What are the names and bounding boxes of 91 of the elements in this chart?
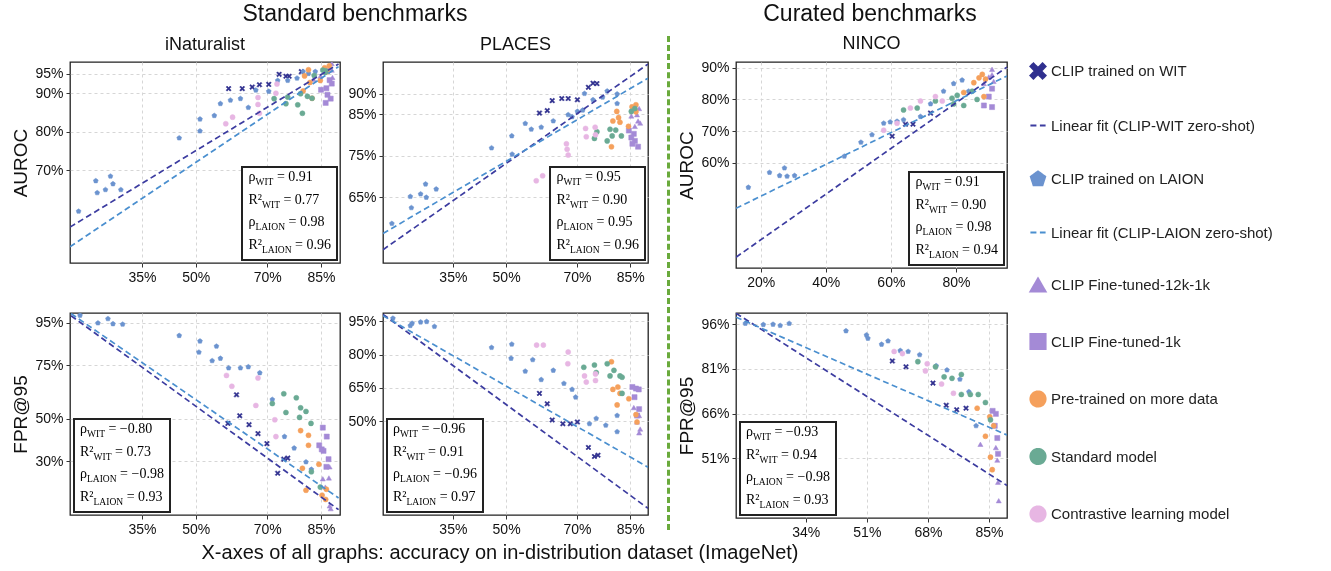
legend-label: CLIP trained on WIT xyxy=(1051,62,1187,79)
x-tick-label: 50% xyxy=(492,520,521,537)
annotation: ρ$_{LAION}$ = 0.95 xyxy=(556,213,634,235)
x-tick-label: 60% xyxy=(877,273,906,290)
x-tick-label: 50% xyxy=(182,520,211,537)
x-tick-label: 35% xyxy=(128,268,157,285)
text: Standard benchmarks xyxy=(242,0,468,27)
y-axis-title: AUROC xyxy=(10,128,32,198)
x-tick-label: 80% xyxy=(942,273,971,290)
y-tick-label: 30% xyxy=(35,452,64,469)
annotation: R²$_{LAION}$ = 0.96 xyxy=(556,236,639,257)
annotation: ρ$_{LAION}$ = 0.98 xyxy=(915,218,993,240)
annotation: ρ$_{WIT}$ = 0.91 xyxy=(915,172,981,194)
x-tick-label: 85% xyxy=(307,520,336,537)
annotation: ρ$_{LAION}$ = −0.98 xyxy=(80,465,164,487)
x-tick-label: 35% xyxy=(439,268,468,285)
y-tick-label: 96% xyxy=(701,315,730,332)
y-tick-label: 90% xyxy=(35,84,64,101)
annotation: ρ$_{LAION}$ = −0.96 xyxy=(393,465,477,487)
y-tick-label: 85% xyxy=(348,105,377,122)
annotation: R²$_{LAION}$ = 0.93 xyxy=(746,491,830,512)
y-tick-label: 75% xyxy=(348,147,377,164)
annotation: R²$_{LAION}$ = 0.94 xyxy=(915,241,998,262)
y-tick-label: 65% xyxy=(348,188,377,205)
annotation: ρ$_{LAION}$ = 0.98 xyxy=(248,213,326,235)
annotation: R²$_{WIT}$ = 0.90 xyxy=(556,190,629,212)
y-tick-label: 60% xyxy=(701,154,730,171)
annotation: ρ$_{WIT}$ = −0.80 xyxy=(80,419,154,441)
legend-label: Linear fit (CLIP-WIT zero-shot) xyxy=(1051,116,1255,134)
y-tick-label: 95% xyxy=(35,314,64,331)
annotation: R²$_{WIT}$ = 0.73 xyxy=(80,442,152,464)
y-tick-label: 50% xyxy=(348,412,377,429)
annotation: ρ$_{WIT}$ = 0.95 xyxy=(556,167,622,189)
x-tick-label: 85% xyxy=(975,523,1004,540)
x-tick-label: 35% xyxy=(439,520,468,537)
annotation: R²$_{WIT}$ = 0.77 xyxy=(248,190,321,212)
y-tick-label: 80% xyxy=(348,346,377,363)
x-tick-label: 85% xyxy=(616,268,645,285)
y-tick-label: 51% xyxy=(701,449,730,466)
y-tick-label: 66% xyxy=(701,405,730,422)
annotation: R²$_{WIT}$ = 0.90 xyxy=(915,195,988,217)
y-tick-label: 70% xyxy=(701,122,730,139)
legend-label: Linear fit (CLIP-LAION zero-shot) xyxy=(1051,223,1273,241)
y-tick-label: 95% xyxy=(35,65,64,82)
y-tick-label: 70% xyxy=(35,161,64,178)
x-tick-label: 50% xyxy=(492,268,521,285)
legend-label: CLIP trained on LAION xyxy=(1051,170,1205,187)
annotation: ρ$_{WIT}$ = 0.91 xyxy=(248,167,314,189)
x-tick-label: 70% xyxy=(253,268,282,285)
chart-title: NINCO xyxy=(842,32,901,53)
x-tick-label: 40% xyxy=(812,273,841,290)
y-tick-label: 90% xyxy=(701,59,730,76)
legend-label: Standard model xyxy=(1051,447,1157,465)
annotation: R²$_{WIT}$ = 0.94 xyxy=(746,445,818,467)
text: Curated benchmarks xyxy=(763,0,977,27)
annotation: ρ$_{WIT}$ = −0.93 xyxy=(746,422,820,444)
y-tick-label: 81% xyxy=(701,360,730,377)
text: X-axes of all graphs: accuracy on in-distribution dataset (ImageNet) xyxy=(201,541,799,564)
chart-title: PLACES xyxy=(479,34,552,54)
x-tick-label: 85% xyxy=(307,268,336,285)
y-tick-label: 90% xyxy=(348,85,377,102)
x-tick-label: 70% xyxy=(253,520,282,537)
y-axis-title: FPR@95 xyxy=(676,376,698,456)
x-tick-label: 85% xyxy=(616,520,645,537)
x-tick-label: 51% xyxy=(853,523,882,540)
x-tick-label: 34% xyxy=(792,523,821,540)
legend-label: Contrastive learning model xyxy=(1051,505,1230,522)
x-tick-label: 50% xyxy=(182,268,211,285)
x-tick-label: 20% xyxy=(747,273,776,290)
annotation: ρ$_{WIT}$ = −0.96 xyxy=(393,419,467,441)
y-tick-label: 80% xyxy=(701,90,730,107)
x-tick-label: 70% xyxy=(563,268,592,285)
annotation: R²$_{WIT}$ = 0.91 xyxy=(393,442,465,464)
legend-label: Pre-trained on more data xyxy=(1051,390,1219,407)
x-tick-label: 35% xyxy=(128,520,157,537)
annotation: ρ$_{LAION}$ = −0.98 xyxy=(746,468,830,490)
x-tick-label: 68% xyxy=(914,523,943,540)
legend-label: CLIP Fine-tuned-12k-1k xyxy=(1051,276,1211,293)
y-tick-label: 50% xyxy=(35,410,64,427)
annotation: R²$_{LAION}$ = 0.96 xyxy=(248,236,331,257)
y-tick-label: 65% xyxy=(348,379,377,396)
y-axis-title: AUROC xyxy=(676,131,698,200)
x-tick-label: 70% xyxy=(563,520,592,537)
legend-label: CLIP Fine-tuned-1k xyxy=(1051,332,1182,350)
y-tick-label: 95% xyxy=(348,312,377,329)
y-tick-label: 80% xyxy=(35,123,64,140)
y-tick-label: 75% xyxy=(35,356,64,373)
annotation: R²$_{LAION}$ = 0.97 xyxy=(393,488,477,509)
annotation: R²$_{LAION}$ = 0.93 xyxy=(80,488,164,509)
y-axis-title: FPR@95 xyxy=(10,375,32,454)
chart-title: iNaturalist xyxy=(164,34,246,54)
